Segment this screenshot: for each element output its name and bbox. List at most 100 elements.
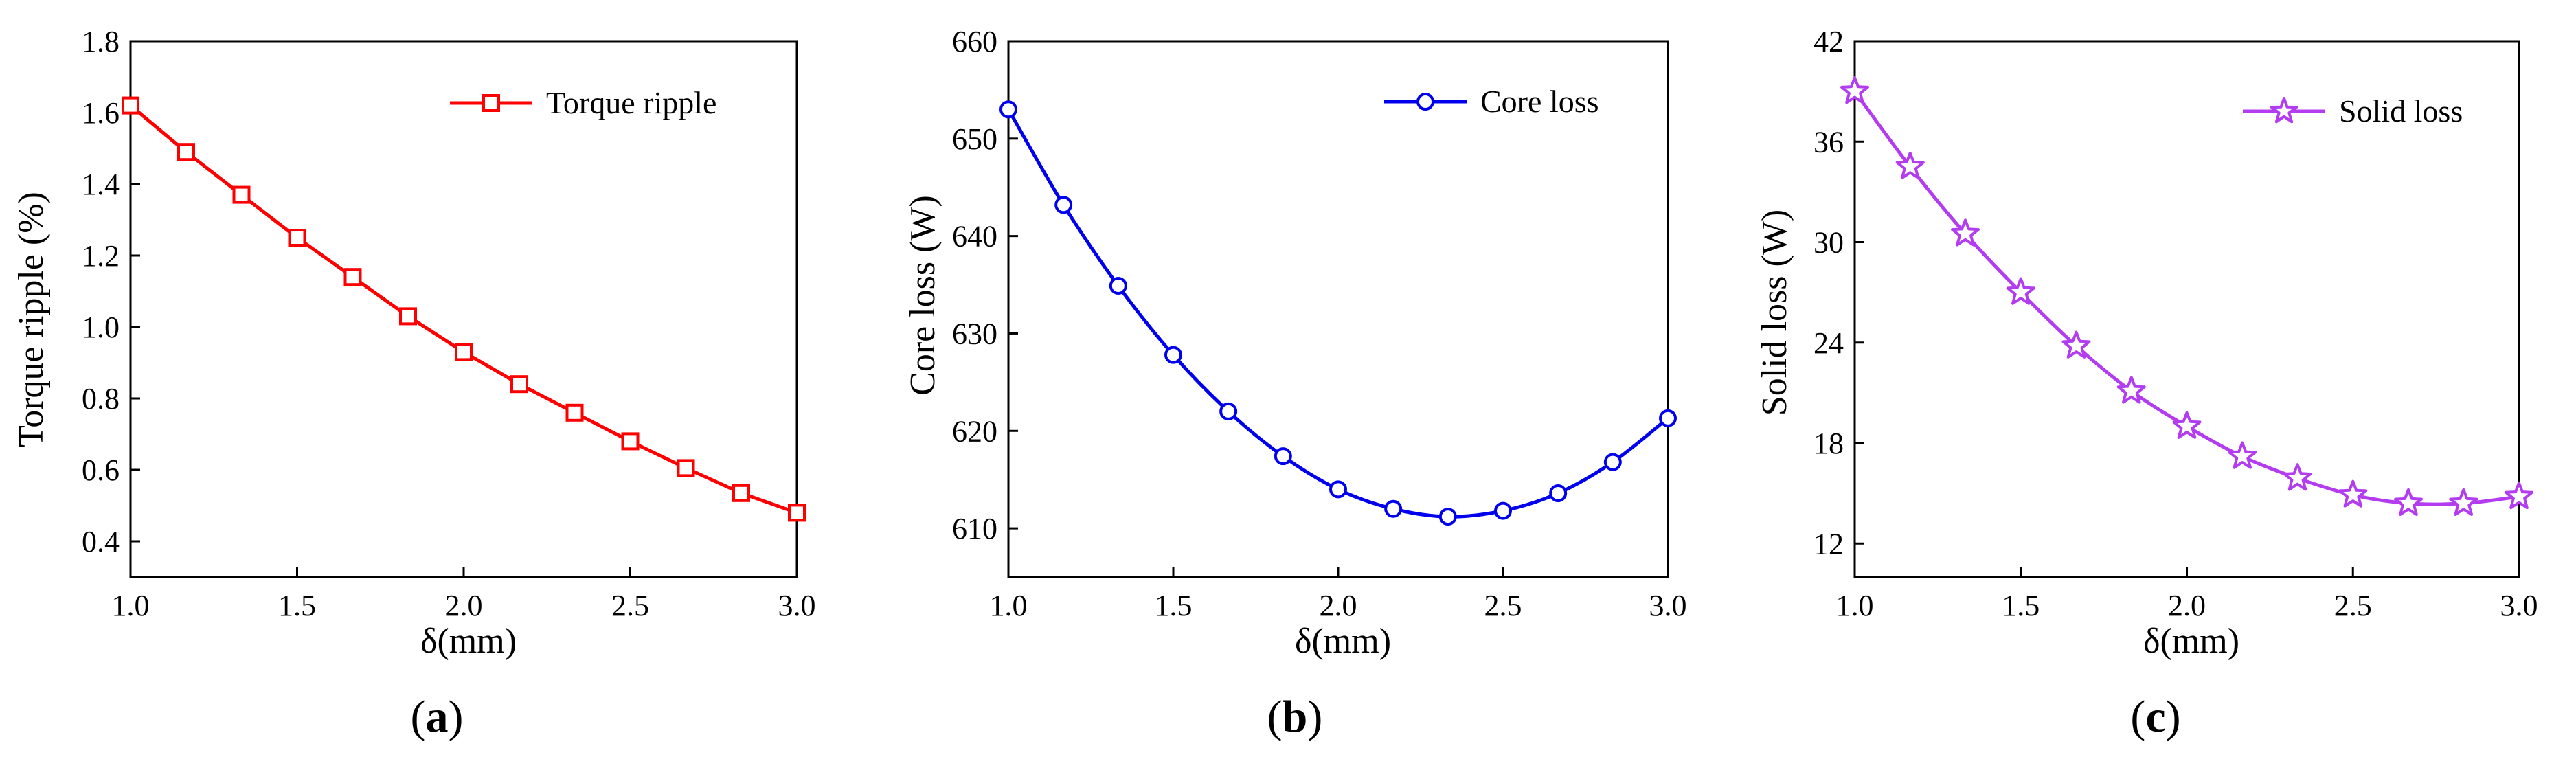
panel-c-data-point (2338, 479, 2368, 508)
panel-b-data-point (1054, 196, 1073, 214)
panel-c-data-point (2061, 330, 2091, 359)
panel-a-data-point (399, 307, 418, 326)
panel-c-y-tick-label: 12 (1814, 527, 1844, 561)
panel-b-y-tick-label: 640 (952, 220, 997, 253)
panel-c-x-tick-label: 1.0 (1836, 589, 1874, 622)
panel-a-data-point (288, 229, 306, 247)
panel-b-xlabel: δ(mm) (1295, 622, 1391, 661)
panel-label-c: (c) (2130, 692, 2180, 742)
panel-label-a-letter: a (426, 692, 449, 742)
panel-a-data-point (565, 403, 584, 422)
panel-a-legend-marker (482, 94, 500, 112)
panel-a-data-point (510, 375, 528, 394)
panel-b-x-tick-label: 2.0 (1320, 589, 1357, 622)
panel-b-data-point (1494, 501, 1512, 520)
panel-label-a: (a) (411, 692, 464, 742)
panel-b-legend-label: Core loss (1480, 84, 1599, 119)
panel-c-data-point (2116, 376, 2146, 404)
panel-a-data-point (732, 484, 751, 502)
panel-a-x-tick-label: 2.0 (445, 589, 483, 622)
panel-a-xlabel: δ(mm) (420, 622, 517, 661)
panel-b-legend-marker (1416, 93, 1434, 111)
panel-b-data-point (1274, 447, 1292, 466)
panel-a-legend: Torque ripple (450, 85, 716, 120)
panel-label-b-open: ( (1267, 692, 1283, 742)
panel-a-y-tick-label: 0.8 (82, 382, 120, 416)
panel-c-y-tick-label: 18 (1814, 427, 1844, 460)
panel-a-legend-label: Torque ripple (546, 85, 716, 120)
panel-c-x-tick-label: 1.5 (2002, 589, 2040, 622)
panel-c-data-point (2283, 463, 2312, 491)
panel-label-b-close: ) (1307, 692, 1322, 742)
panel-a-x-tick-label: 3.0 (778, 589, 816, 622)
panel-b-y-tick-label: 610 (952, 512, 997, 545)
panel-a-y-tick-label: 0.6 (82, 453, 120, 487)
panel-a-data-point (232, 185, 251, 204)
panel-c-data-point (1951, 218, 1980, 247)
panel-c-chart: Solid loss (W) δ(mm) Solid loss 1.0 1.5 2.… (1755, 25, 2538, 661)
panel-c-y-tick-label: 30 (1814, 226, 1844, 260)
panel-a-data-point (788, 504, 806, 522)
panel-c-legend: Solid loss (2243, 93, 2463, 128)
panel-c-xlabel: δ(mm) (2143, 622, 2239, 661)
panel-b-data-point (1109, 276, 1127, 295)
panel-c-data-point (1895, 151, 1925, 179)
panel-c-data-point (2228, 441, 2257, 469)
panel-b-data-point (999, 100, 1017, 119)
panel-a-y-tick-label: 0.4 (82, 525, 120, 558)
panel-label-c-letter: c (2145, 692, 2165, 742)
panel-c-data-point (2006, 277, 2035, 305)
panel-label-b: (b) (1267, 692, 1323, 742)
panel-a-data-point (177, 143, 195, 161)
panel-label-b-letter: b (1283, 692, 1308, 742)
panel-c-x-tick-label: 2.5 (2334, 589, 2372, 622)
panel-b-legend: Core loss (1384, 84, 1599, 119)
panel-c-data-point (1840, 76, 1869, 104)
panel-a-y-tick-label: 1.4 (82, 168, 120, 201)
panel-c-data-point (2449, 488, 2478, 516)
panel-b-data-point (1659, 409, 1677, 427)
panel-a-data-point (455, 343, 473, 361)
panel-b-data-point (1549, 484, 1568, 503)
panel-label-c-open: ( (2130, 692, 2145, 742)
panel-b-ylabel: Core loss (W) (903, 195, 942, 396)
panel-c-y-tick-label: 42 (1814, 25, 1844, 58)
panel-b-data-point (1219, 402, 1238, 420)
panel-c-y-tick-label: 24 (1814, 326, 1844, 360)
panel-a-y-tick-label: 1.0 (82, 310, 120, 344)
panel-c-y-tick-label: 36 (1814, 125, 1844, 159)
panel-c-legend-marker (2270, 97, 2298, 124)
panel-label-a-open: ( (411, 692, 426, 742)
panel-a-y-tick-label: 1.6 (82, 96, 120, 130)
panel-c-x-tick-label: 2.0 (2168, 589, 2206, 622)
panel-b-x-tick-label: 1.5 (1155, 589, 1193, 622)
panel-b-data-point (1438, 508, 1457, 526)
panel-b-x-tick-label: 1.0 (990, 589, 1028, 622)
panel-b-y-tick-label: 660 (952, 25, 997, 58)
panel-a-data-point (677, 459, 695, 477)
panel-c-x-tick-label: 3.0 (2500, 589, 2538, 622)
panel-b-chart: Core loss (W) δ(mm) Core loss 1.0 1.5 2.0 2… (903, 25, 1687, 661)
panel-b-y-tick-label: 630 (952, 317, 997, 350)
panel-a-data-point (122, 96, 139, 115)
panel-b-y-tick-label: 620 (952, 414, 997, 448)
panel-a-ylabel: Torque ripple (%) (12, 192, 51, 447)
panel-b-data-point (1384, 499, 1403, 518)
panel-a-x-tick-label: 1.5 (278, 589, 316, 622)
panel-a-chart: Torque ripple (%) δ(mm) Torque ripple 1.… (12, 25, 816, 661)
panel-b-data-point (1603, 453, 1622, 471)
panel-a-x-tick-label: 2.5 (611, 589, 649, 622)
panel-label-a-close: ) (449, 692, 464, 742)
panel-c-data-point (2394, 488, 2423, 516)
panel-b-x-tick-label: 2.5 (1484, 589, 1522, 622)
panel-b-data-point (1329, 480, 1347, 499)
panel-a-data-point (621, 432, 640, 451)
panel-c-ylabel: Solid loss (W) (1755, 210, 1794, 416)
panel-label-c-close: ) (2166, 692, 2181, 742)
panel-b-data-point (1164, 346, 1182, 364)
panel-a-x-tick-label: 1.0 (112, 589, 150, 622)
panel-b-y-tick-label: 650 (952, 122, 997, 156)
panel-a-y-tick-label: 1.2 (82, 239, 120, 273)
